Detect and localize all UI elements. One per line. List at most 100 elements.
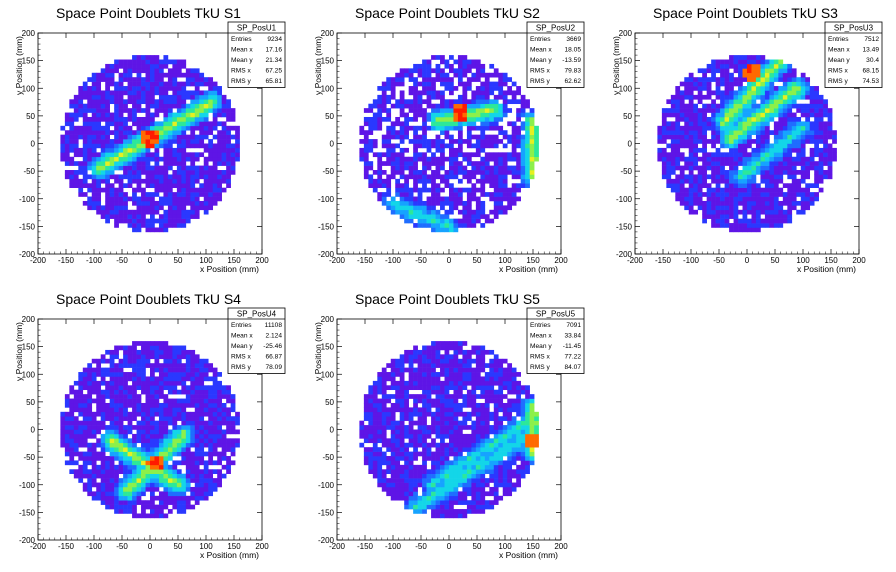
heatmap-cell bbox=[516, 99, 521, 105]
heatmap-cell bbox=[217, 389, 222, 395]
heatmap-cell bbox=[190, 394, 196, 399]
heatmap-cell bbox=[484, 108, 490, 113]
heatmap-cell bbox=[190, 156, 196, 162]
stats-value: 9234 bbox=[267, 36, 282, 43]
heatmap-cell bbox=[377, 86, 383, 91]
heatmap-cell bbox=[163, 72, 169, 78]
heatmap-cell bbox=[787, 99, 793, 105]
heatmap-cell bbox=[109, 170, 115, 175]
heatmap-cell bbox=[217, 174, 222, 180]
heatmap-cell bbox=[386, 116, 392, 122]
heatmap-cell bbox=[534, 152, 539, 158]
heatmap-cell bbox=[136, 178, 142, 184]
heatmap-cell bbox=[154, 68, 160, 74]
heatmap-cell bbox=[212, 196, 218, 202]
heatmap-cell bbox=[818, 161, 824, 166]
heatmap-cell bbox=[150, 130, 155, 135]
heatmap-cell bbox=[163, 513, 169, 519]
heatmap-cell bbox=[118, 130, 124, 135]
heatmap-cell bbox=[217, 398, 222, 404]
heatmap-cell bbox=[181, 121, 187, 127]
heatmap-cell bbox=[453, 170, 459, 175]
x-tick-label: 100 bbox=[796, 256, 810, 265]
heatmap-cell bbox=[87, 376, 93, 382]
heatmap-cell bbox=[105, 411, 110, 417]
heatmap-cell bbox=[167, 456, 173, 461]
heatmap-cell bbox=[208, 469, 214, 474]
heatmap-cell bbox=[760, 209, 766, 215]
heatmap-cell bbox=[661, 147, 667, 153]
heatmap-cell bbox=[114, 380, 119, 386]
heatmap-cell bbox=[408, 68, 414, 74]
heatmap-cell bbox=[167, 86, 173, 91]
heatmap-cell bbox=[150, 425, 155, 430]
heatmap-cell bbox=[212, 121, 218, 127]
heatmap-cell bbox=[787, 218, 793, 224]
heatmap-cell bbox=[60, 442, 66, 448]
heatmap-cell bbox=[720, 218, 725, 224]
heatmap-cell bbox=[176, 218, 182, 224]
heatmap-cell bbox=[176, 94, 182, 100]
heatmap-cell bbox=[145, 376, 151, 382]
heatmap-cell bbox=[782, 94, 788, 100]
heatmap-cell bbox=[69, 143, 75, 149]
heatmap-cell bbox=[733, 143, 739, 149]
heatmap-cell bbox=[82, 367, 88, 373]
heatmap-cell bbox=[199, 469, 205, 474]
heatmap-cell bbox=[720, 187, 725, 193]
heatmap-cell bbox=[493, 156, 499, 162]
heatmap-cell bbox=[408, 200, 414, 206]
heatmap-cell bbox=[444, 108, 450, 113]
heatmap-cell bbox=[141, 196, 146, 202]
heatmap-cell bbox=[145, 433, 151, 439]
heatmap-cell bbox=[172, 504, 178, 510]
heatmap-cell bbox=[105, 161, 110, 166]
heatmap-cell bbox=[109, 464, 115, 470]
y-tick-label: 50 bbox=[26, 398, 35, 407]
heatmap-cell bbox=[778, 139, 784, 144]
heatmap-cell bbox=[163, 504, 169, 510]
heatmap-cell bbox=[176, 358, 182, 364]
heatmap-cell bbox=[150, 214, 155, 219]
heatmap-cell bbox=[747, 223, 752, 228]
heatmap-cell bbox=[457, 55, 463, 60]
heatmap-cell bbox=[78, 442, 84, 448]
heatmap-cell bbox=[431, 86, 436, 91]
heatmap-cell bbox=[738, 130, 743, 135]
heatmap-cell bbox=[449, 218, 454, 224]
heatmap-cell bbox=[105, 456, 110, 461]
heatmap-cell bbox=[91, 372, 97, 377]
heatmap-cell bbox=[217, 482, 222, 488]
heatmap-cell bbox=[199, 143, 205, 149]
stats-label: Mean y bbox=[828, 57, 850, 64]
heatmap-cell bbox=[132, 200, 137, 206]
heatmap-cell bbox=[118, 108, 124, 113]
heatmap-cell bbox=[181, 152, 187, 158]
y-tick-label: 100 bbox=[619, 84, 633, 93]
heatmap-cell bbox=[132, 394, 137, 399]
heatmap-cell bbox=[720, 223, 725, 228]
heatmap-cell bbox=[145, 363, 151, 368]
heatmap-cell bbox=[136, 214, 142, 219]
heatmap-cell bbox=[484, 170, 490, 175]
heatmap-cell bbox=[693, 94, 699, 100]
heatmap-cell bbox=[368, 429, 374, 435]
heatmap-cell bbox=[724, 90, 730, 96]
heatmap-cell bbox=[158, 108, 164, 113]
heatmap-cell bbox=[190, 416, 196, 421]
heatmap-cell bbox=[82, 200, 88, 206]
heatmap-cell bbox=[827, 112, 833, 118]
heatmap-cell bbox=[489, 86, 495, 91]
heatmap-cell bbox=[417, 170, 423, 175]
heatmap-cell bbox=[123, 451, 128, 457]
heatmap-cell bbox=[145, 504, 151, 510]
heatmap-cell bbox=[123, 147, 128, 153]
heatmap-cell bbox=[413, 125, 418, 131]
heatmap-cell bbox=[221, 143, 227, 149]
heatmap-cell bbox=[82, 94, 88, 100]
heatmap-cell bbox=[679, 99, 685, 105]
heatmap-cell bbox=[105, 68, 110, 74]
heatmap-cell bbox=[372, 416, 378, 421]
heatmap-cell bbox=[507, 200, 513, 206]
heatmap-cell bbox=[69, 425, 75, 430]
